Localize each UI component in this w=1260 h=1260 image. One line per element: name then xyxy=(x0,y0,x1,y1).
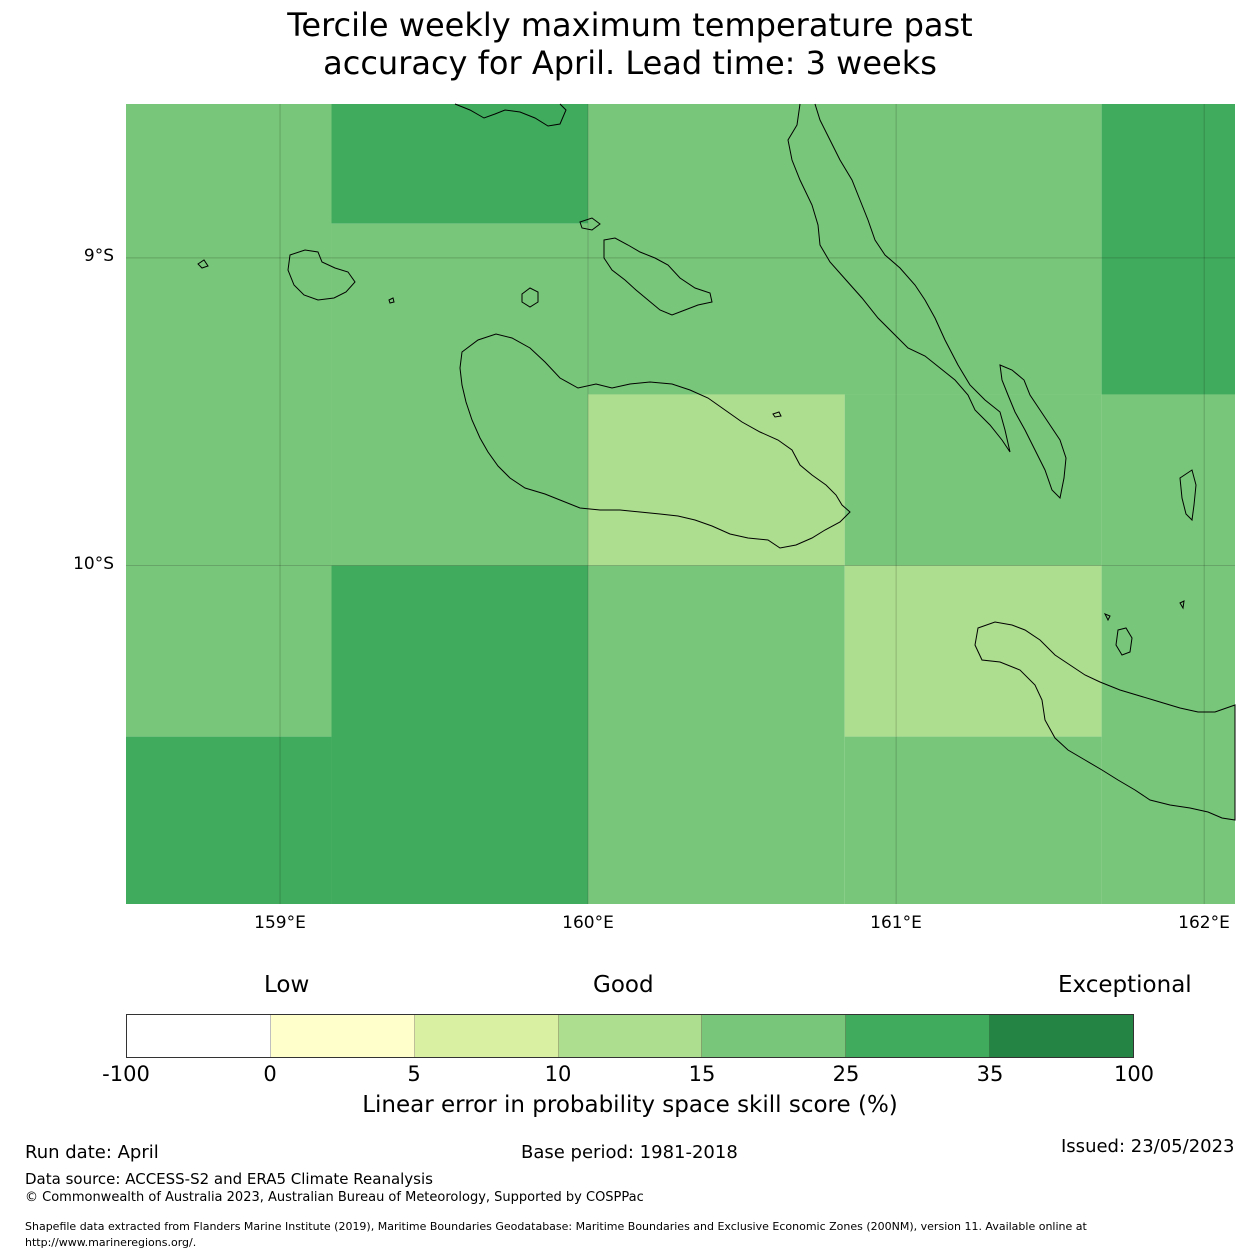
title-line-1: Tercile weekly maximum temperature past xyxy=(287,6,973,44)
coastline-islet-h xyxy=(1103,613,1111,622)
run-date: Run date: April xyxy=(25,1142,159,1163)
colorbar-segment xyxy=(702,1015,847,1057)
grid-cell xyxy=(126,104,332,566)
lat-label-9s: 9°S xyxy=(83,246,114,266)
grid-cell xyxy=(1101,104,1235,395)
colorbar-tick: 0 xyxy=(263,1062,277,1086)
coastline-islet-f xyxy=(1179,469,1197,522)
grid-cell xyxy=(331,565,589,904)
colorbar-axis-label: Linear error in probability space skill … xyxy=(362,1092,898,1118)
grid-cell xyxy=(844,394,1102,566)
colorbar xyxy=(126,1014,1134,1058)
colorbar-exceptional-label: Exceptional xyxy=(1058,972,1192,998)
coastline-islet-b xyxy=(521,287,539,308)
colorbar-tick: 5 xyxy=(407,1062,421,1086)
skill-grid xyxy=(126,104,1235,904)
grid-cell xyxy=(331,223,589,566)
coastlines xyxy=(197,103,1236,821)
colorbar-good-label: Good xyxy=(593,972,654,998)
shapefile-credit-line-1: Shapefile data extracted from Flanders M… xyxy=(25,1220,1087,1233)
colorbar-segment xyxy=(414,1015,559,1057)
grid-cell xyxy=(1101,565,1235,904)
grid-cell xyxy=(588,104,1102,395)
lon-label-162e: 162°E xyxy=(1178,913,1230,933)
coastline-islet-e xyxy=(772,411,782,418)
coastline-guadalcanal xyxy=(459,333,851,549)
coastline-malaita xyxy=(999,364,1067,500)
coastline-islet-d xyxy=(388,297,395,304)
copyright: © Commonwealth of Australia 2023, Austra… xyxy=(25,1190,644,1205)
lat-label-10s: 10°S xyxy=(73,554,114,574)
map-panel xyxy=(126,103,1236,904)
colorbar-segment xyxy=(846,1015,991,1057)
grid-cell xyxy=(844,736,1102,904)
coastline-russell-islands xyxy=(603,237,713,316)
colorbar-tick: 100 xyxy=(1113,1062,1155,1086)
grid-cell xyxy=(126,736,332,904)
coastline-islet-c xyxy=(197,259,209,269)
colorbar-segment xyxy=(990,1015,1134,1057)
colorbar-segment xyxy=(270,1015,415,1057)
colorbar-tick: 10 xyxy=(544,1062,572,1086)
title-line-2: accuracy for April. Lead time: 3 weeks xyxy=(323,44,937,82)
colorbar-segment xyxy=(127,1015,271,1057)
lon-label-161e: 161°E xyxy=(870,913,922,933)
coastline-western-islands xyxy=(287,249,356,301)
base-period: Base period: 1981-2018 xyxy=(521,1142,738,1163)
coastline-islet-i xyxy=(1179,600,1185,610)
colorbar-tick: -100 xyxy=(102,1062,150,1086)
coastline-islet-g xyxy=(1115,627,1133,656)
colorbar-tick: 15 xyxy=(688,1062,716,1086)
coastline-northern-fragment xyxy=(454,103,567,127)
grid-cell xyxy=(331,104,589,224)
coastline-makira xyxy=(974,621,1236,821)
grid-cell xyxy=(126,565,332,737)
grid-cell xyxy=(844,565,1102,737)
colorbar-segment xyxy=(558,1015,703,1057)
colorbar-tick: 35 xyxy=(976,1062,1004,1086)
colorbar-tick: 25 xyxy=(832,1062,860,1086)
coastline-santa-isabel xyxy=(787,103,1011,453)
map-title: Tercile weekly maximum temperature past … xyxy=(0,6,1260,82)
grid-cell xyxy=(588,394,845,566)
colorbar-low-label: Low xyxy=(264,972,310,998)
graticule xyxy=(126,104,1235,904)
lon-label-159e: 159°E xyxy=(254,913,306,933)
grid-cell xyxy=(588,565,845,904)
shapefile-credit-line-2: http://www.marineregions.org/. xyxy=(25,1236,197,1249)
issued-date: Issued: 23/05/2023 xyxy=(1061,1136,1235,1157)
grid-cell xyxy=(1101,394,1235,566)
coastline-islet-a xyxy=(579,217,601,231)
data-source: Data source: ACCESS-S2 and ERA5 Climate … xyxy=(25,1170,433,1188)
lon-label-160e: 160°E xyxy=(562,913,614,933)
